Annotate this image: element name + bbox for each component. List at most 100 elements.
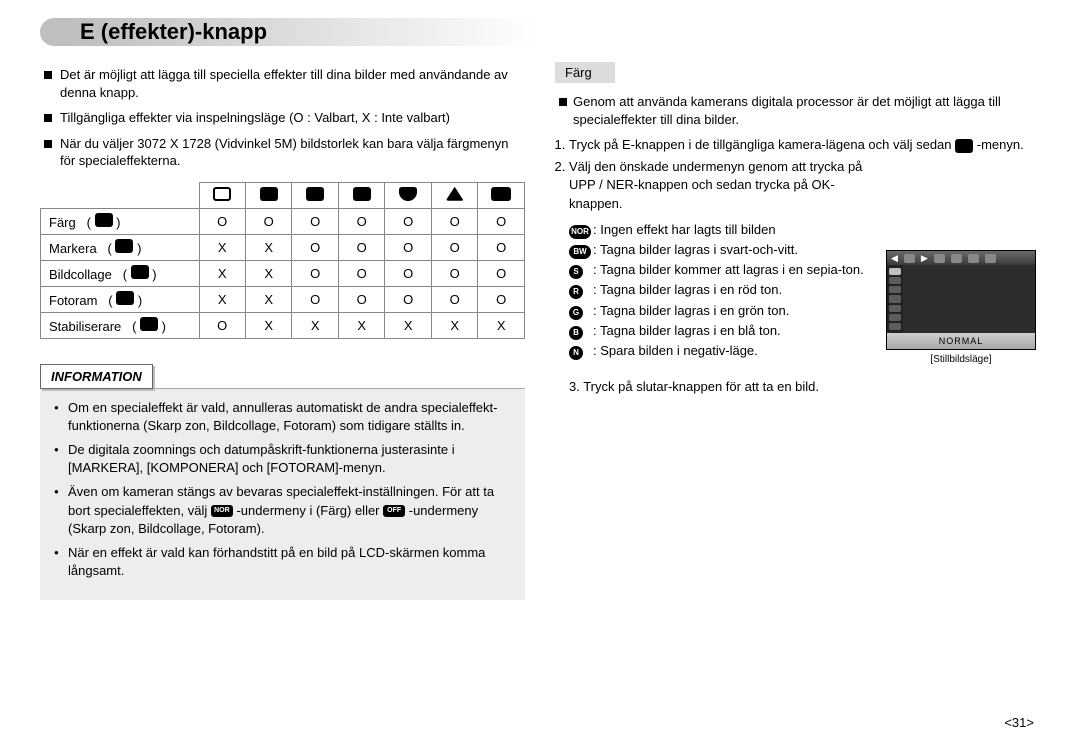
availability-cell: O (478, 234, 525, 260)
mode-icon-1 (245, 182, 291, 208)
availability-cell: O (431, 260, 477, 286)
composite-icon (131, 265, 149, 279)
availability-cell: O (431, 208, 477, 234)
availability-cell: O (385, 260, 431, 286)
row-label: Markera ( ) (41, 234, 200, 260)
lcd-arrow-left-icon: ◀ (891, 253, 898, 264)
information-heading: INFORMATION (40, 364, 153, 389)
lcd-top-icon (904, 254, 915, 263)
mode-icon-3 (338, 182, 384, 208)
bullet-square (44, 71, 52, 79)
bullet-square (44, 114, 52, 122)
availability-cell: O (478, 286, 525, 312)
mode-icon-4 (385, 182, 431, 208)
b-effect-icon: B (569, 326, 583, 340)
availability-cell: O (199, 312, 245, 338)
availability-cell: O (199, 208, 245, 234)
section-header-color: Färg (555, 62, 615, 83)
availability-cell: O (292, 260, 338, 286)
mode-icon-2 (292, 182, 338, 208)
bw-effect-icon: BW (569, 245, 591, 259)
r-effect-icon: R (569, 285, 583, 299)
lcd-top-bar: ◀ ▶ (887, 251, 1035, 265)
lcd-top-icon (985, 254, 996, 263)
effect-description: : Spara bilden i negativ-läge. (593, 342, 869, 360)
palette-icon (955, 139, 973, 153)
availability-cell: O (431, 286, 477, 312)
availability-cell: X (292, 312, 338, 338)
information-section: INFORMATION Om en specialeffekt är vald,… (40, 363, 525, 601)
step-2: Välj den önskade undermenyn genom att tr… (569, 158, 869, 360)
availability-cell: X (199, 260, 245, 286)
availability-cell: O (338, 260, 384, 286)
effect-description: : Tagna bilder lagras i svart-och-vitt. (593, 241, 869, 259)
s-effect-icon: S (569, 265, 583, 279)
availability-cell: O (478, 208, 525, 234)
effect-description: : Ingen effekt har lagts till bilden (593, 221, 869, 239)
lcd-top-icon (951, 254, 962, 263)
table-row: Bildcollage ( )XXOOOOO (41, 260, 525, 286)
availability-cell: X (338, 312, 384, 338)
intro-paragraph-2: Tillgängliga effekter via inspelningsläg… (60, 109, 450, 127)
effect-option: N: Spara bilden i negativ-läge. (569, 342, 869, 360)
effects-availability-table: Färg ( )OOOOOOOMarkera ( )XXOOOOOBildcol… (40, 182, 525, 339)
lcd-top-icon (968, 254, 979, 263)
effect-description: : Tagna bilder lagras i en blå ton. (593, 322, 869, 340)
availability-cell: X (431, 312, 477, 338)
intro-paragraph-1: Det är möjligt att lägga till speciella … (60, 66, 525, 101)
effect-option: BW: Tagna bilder lagras i svart-och-vitt… (569, 241, 869, 259)
step-3: 3. Tryck på slutar-knappen för att ta en… (569, 378, 1040, 396)
availability-cell: O (385, 234, 431, 260)
availability-cell: X (245, 312, 291, 338)
availability-cell: O (385, 286, 431, 312)
availability-cell: O (292, 208, 338, 234)
effect-option: B : Tagna bilder lagras i en blå ton. (569, 322, 869, 340)
mode-icon-6 (478, 182, 525, 208)
row-label: Fotoram ( ) (41, 286, 200, 312)
availability-cell: O (385, 208, 431, 234)
effect-option: R : Tagna bilder lagras i en röd ton. (569, 281, 869, 299)
table-row: Stabiliserare ( )OXXXXXX (41, 312, 525, 338)
availability-cell: X (245, 234, 291, 260)
right-lead-paragraph: Genom att använda kamerans digitala proc… (573, 93, 1040, 128)
lcd-arrow-right-icon: ▶ (921, 253, 928, 264)
availability-cell: O (292, 286, 338, 312)
lcd-status-bar: NORMAL (887, 333, 1035, 349)
palette-icon (95, 213, 113, 227)
info-item-2: De digitala zoomnings och datumpåskrift-… (54, 441, 511, 477)
info-item-3: Även om kameran stängs av bevaras specia… (54, 483, 511, 538)
table-row: Färg ( )OOOOOOO (41, 208, 525, 234)
effect-option: NOR: Ingen effekt har lagts till bilden (569, 221, 869, 239)
stabilizer-icon (140, 317, 158, 331)
effect-description: : Tagna bilder lagras i en röd ton. (593, 281, 869, 299)
table-header-row (41, 182, 525, 208)
nor-icon: NOR (211, 505, 233, 517)
availability-cell: O (338, 286, 384, 312)
effect-options-list: NOR: Ingen effekt har lagts till bilden B… (569, 221, 869, 360)
g-effect-icon: G (569, 306, 583, 320)
focus-frame-icon (115, 239, 133, 253)
availability-cell: X (199, 234, 245, 260)
lcd-preview: ◀ ▶ NORMAL [Stillbildsläge] (886, 250, 1036, 365)
off-icon: OFF (383, 505, 405, 517)
row-label: Färg ( ) (41, 208, 200, 234)
availability-cell: O (292, 234, 338, 260)
lcd-side-list (887, 265, 903, 333)
mode-icon-0 (199, 182, 245, 208)
mode-icon-5 (431, 182, 477, 208)
page-number: <31> (1004, 715, 1034, 730)
lcd-top-icon (934, 254, 945, 263)
info-item-1: Om en specialeffekt är vald, annulleras … (54, 399, 511, 435)
info-item-4: När en effekt är vald kan förhandstitt p… (54, 544, 511, 580)
effect-option: G: Tagna bilder lagras i en grön ton. (569, 302, 869, 320)
title-pill-cap (40, 18, 74, 46)
availability-cell: X (385, 312, 431, 338)
availability-cell: O (338, 208, 384, 234)
availability-cell: O (431, 234, 477, 260)
left-column: Det är möjligt att lägga till speciella … (40, 62, 525, 600)
availability-cell: X (245, 260, 291, 286)
row-label: Stabiliserare ( ) (41, 312, 200, 338)
availability-cell: O (478, 260, 525, 286)
availability-cell: X (245, 286, 291, 312)
table-row: Fotoram ( )XXOOOOO (41, 286, 525, 312)
